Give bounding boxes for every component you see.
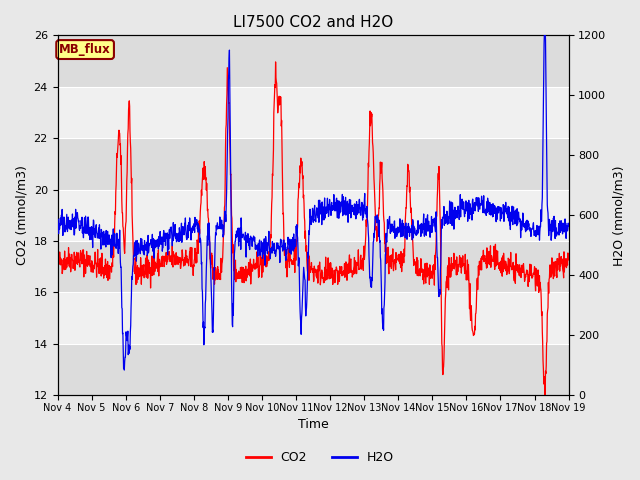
Bar	[58, 87, 568, 138]
Bar	[58, 344, 568, 395]
Bar	[58, 190, 568, 241]
Y-axis label: CO2 (mmol/m3): CO2 (mmol/m3)	[15, 165, 28, 265]
Title: LI7500 CO2 and H2O: LI7500 CO2 and H2O	[233, 15, 393, 30]
Bar	[58, 241, 568, 292]
Text: MB_flux: MB_flux	[60, 43, 111, 56]
Y-axis label: H2O (mmol/m3): H2O (mmol/m3)	[612, 165, 625, 265]
X-axis label: Time: Time	[298, 419, 328, 432]
Bar	[58, 292, 568, 344]
Bar	[58, 138, 568, 190]
Bar	[58, 36, 568, 87]
Legend: CO2, H2O: CO2, H2O	[241, 446, 399, 469]
